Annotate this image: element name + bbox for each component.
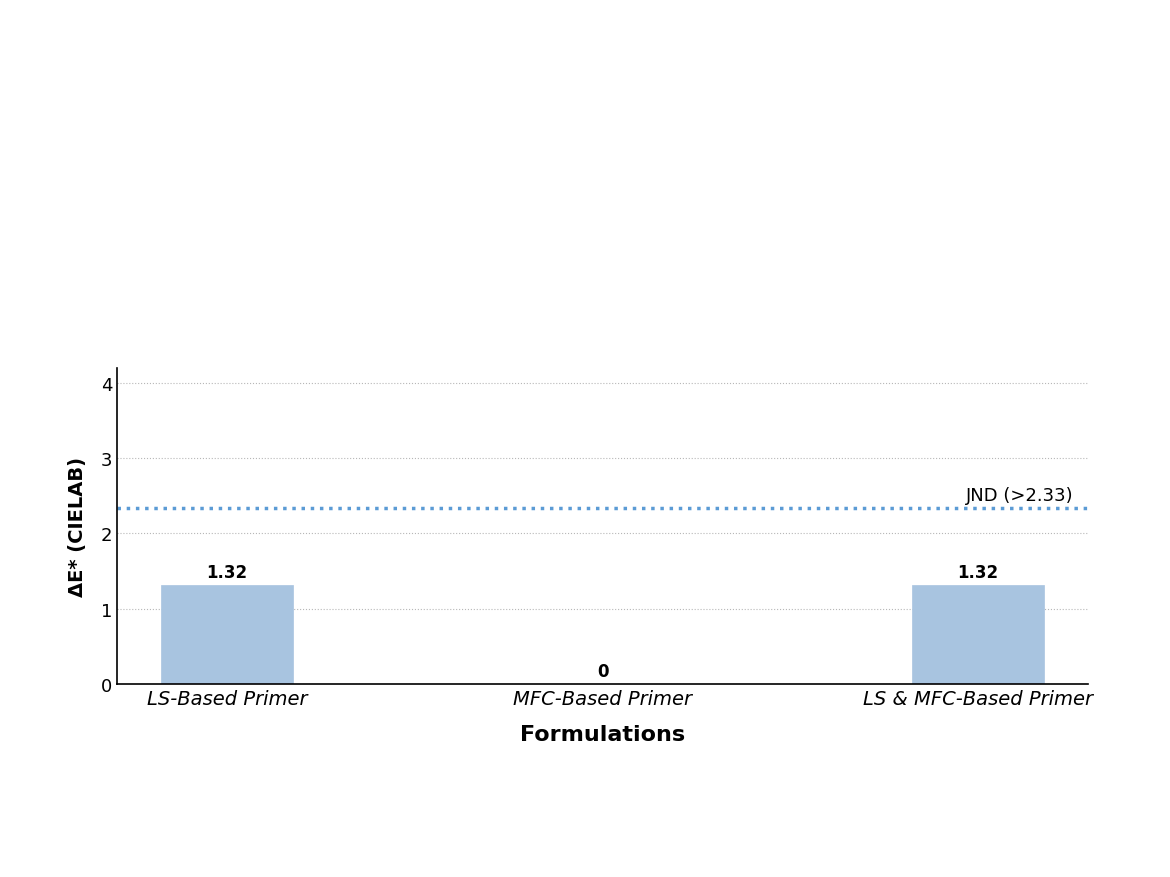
X-axis label: Formulations: Formulations bbox=[519, 724, 686, 745]
Text: 1.32: 1.32 bbox=[206, 564, 247, 581]
Text: JND (>2.33): JND (>2.33) bbox=[966, 487, 1074, 504]
Text: 1.32: 1.32 bbox=[958, 564, 999, 581]
Text: 0: 0 bbox=[597, 662, 608, 681]
Bar bbox=[161, 585, 292, 684]
Bar bbox=[913, 585, 1044, 684]
Y-axis label: ΔE* (CIELAB): ΔE* (CIELAB) bbox=[68, 456, 87, 596]
